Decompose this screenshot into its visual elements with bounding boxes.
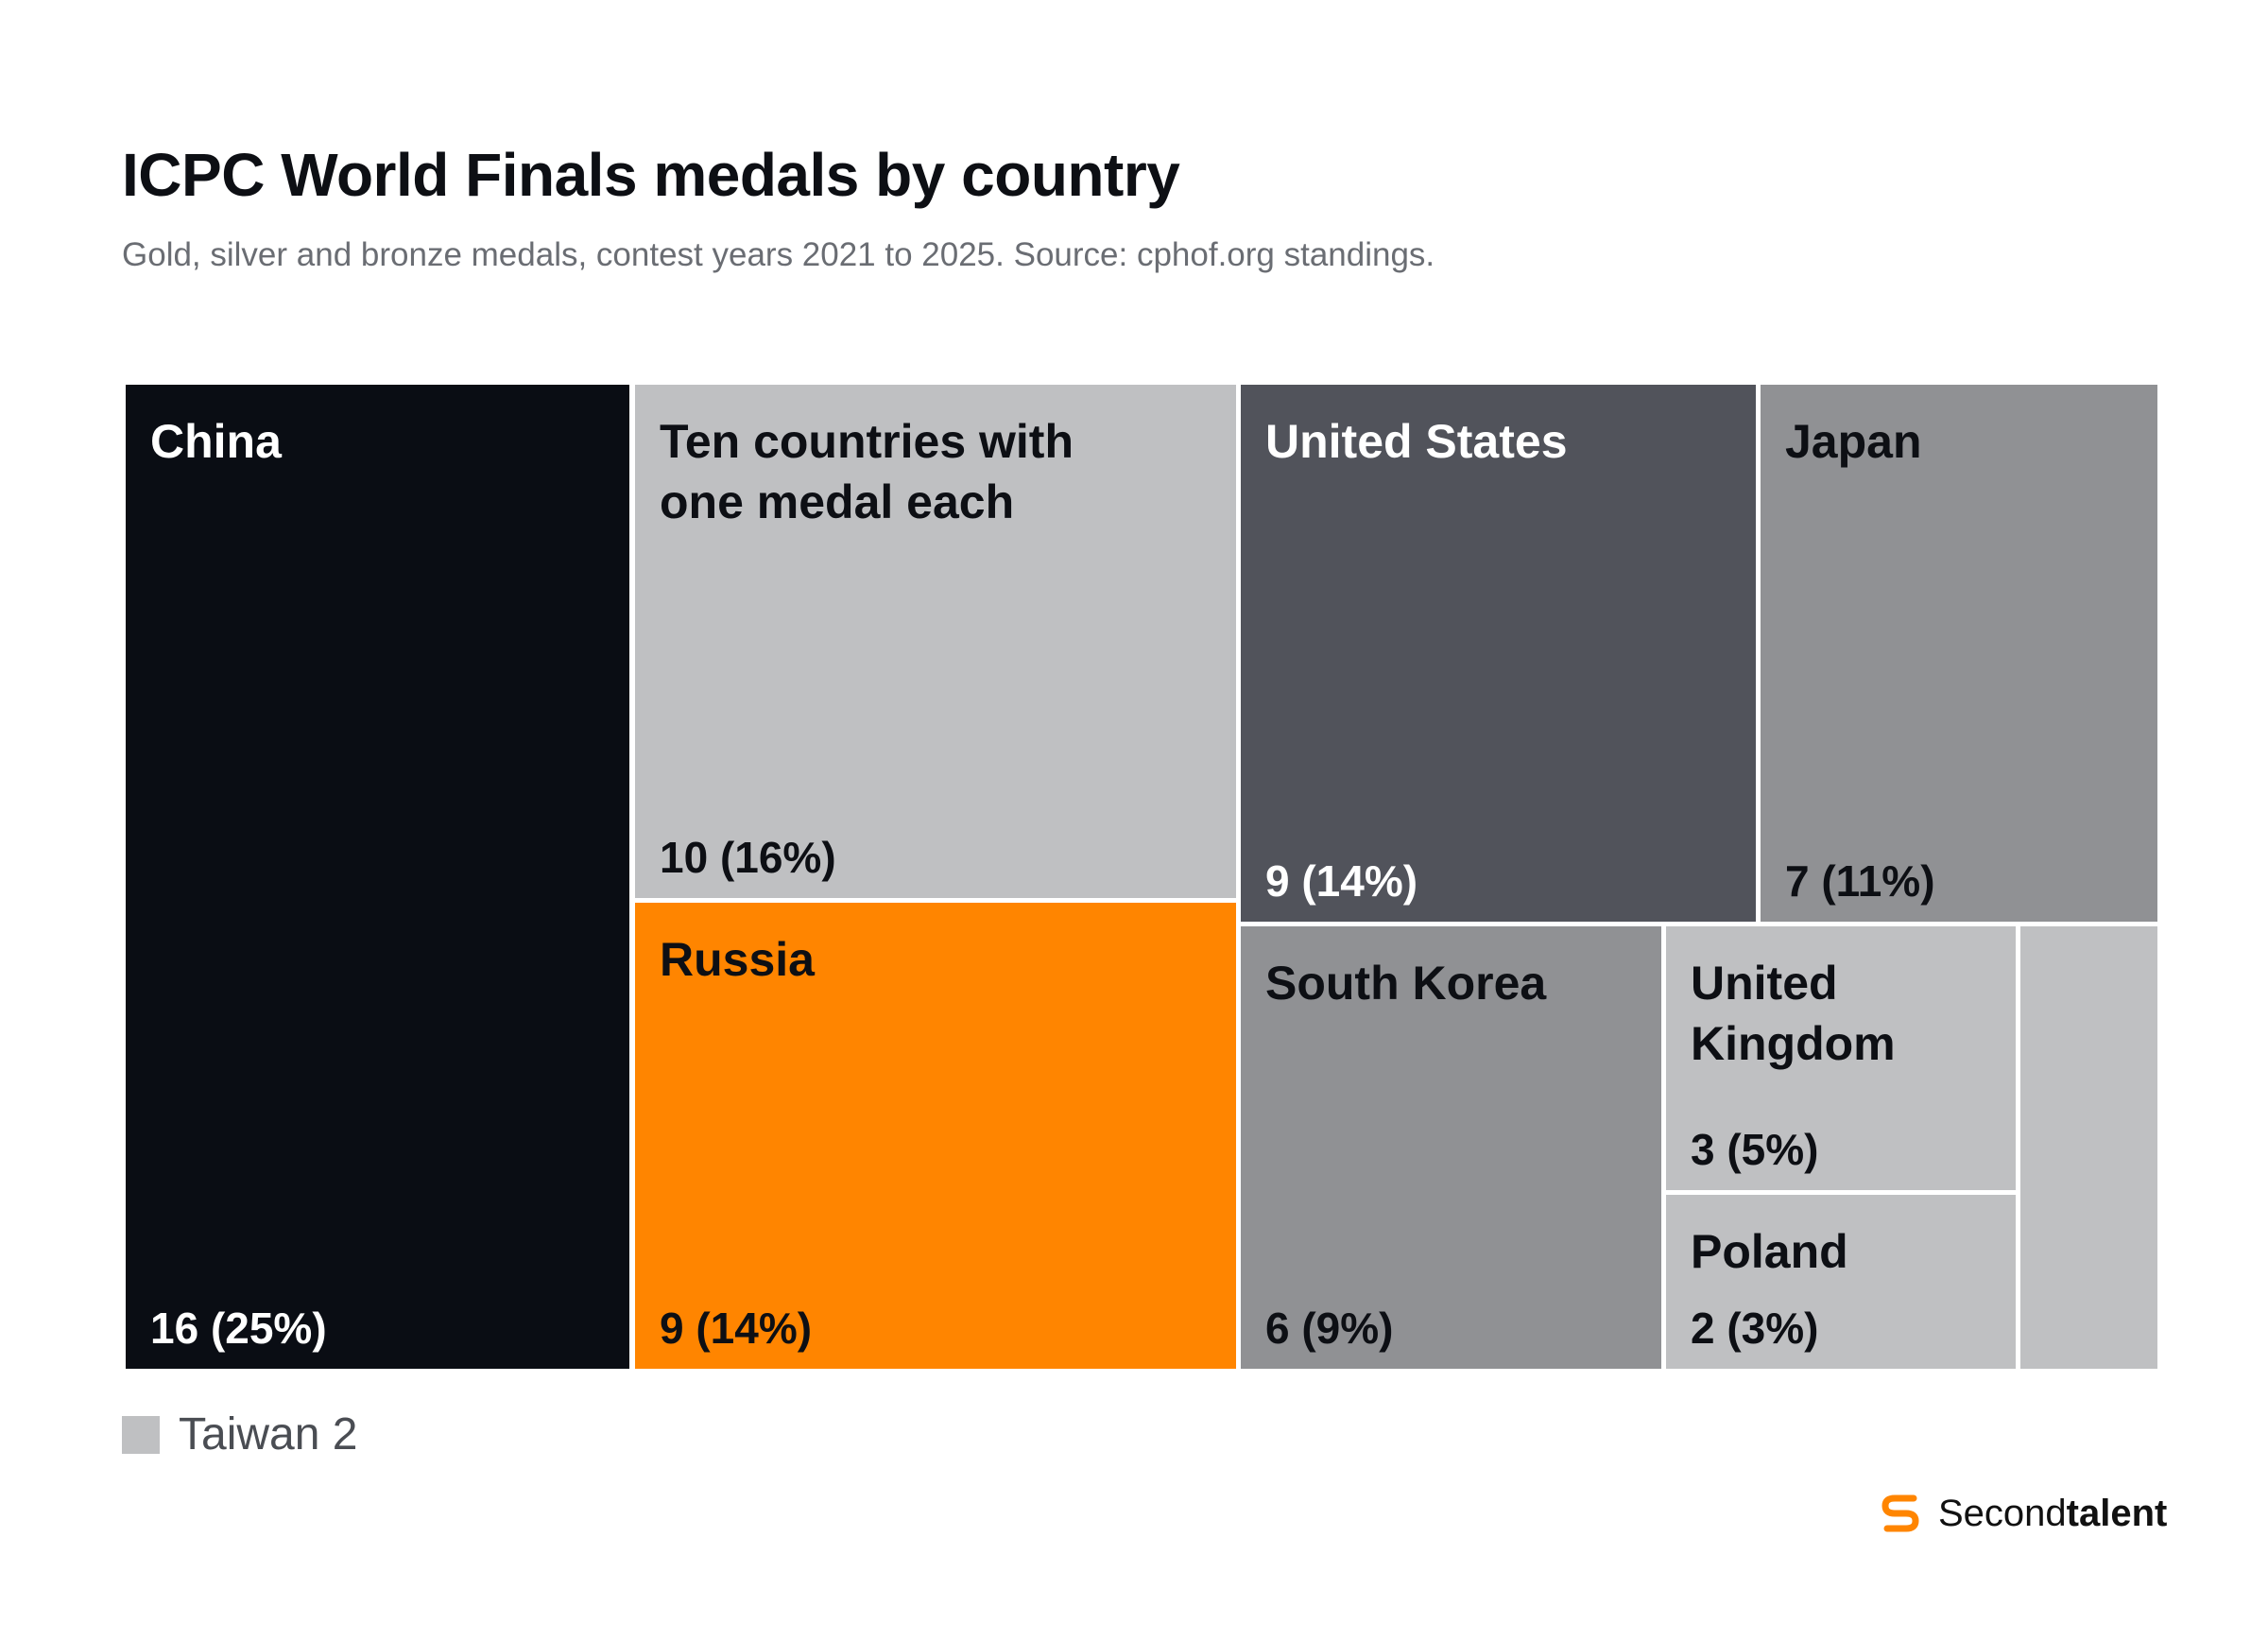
tile-value-label: 3 (5%) — [1691, 1125, 1819, 1174]
legend-label: Taiwan 2 — [179, 1409, 358, 1460]
tile-label: China — [150, 415, 282, 468]
tile-label: Russia — [660, 933, 815, 986]
treemap-tile: China 16 (25%) — [126, 385, 629, 1369]
tile-label: Japan — [1785, 415, 1922, 468]
tile-value-label: 9 (14%) — [660, 1304, 813, 1353]
legend: Taiwan 2 — [122, 1408, 357, 1460]
treemap-tile: Russia 9 (14%) — [635, 903, 1236, 1369]
tile-label: United Kingdom — [1691, 957, 1896, 1070]
tile-label: Ten countries with one medal each — [660, 415, 1074, 528]
tile-label: Poland — [1691, 1225, 1848, 1278]
treemap-tile: South Korea 6 (9%) — [1241, 926, 1661, 1369]
treemap-tile: United Kingdom 3 (5%) — [1666, 926, 2016, 1190]
tile-value-label: 7 (11%) — [1785, 856, 1935, 906]
tile-value-label: 6 (9%) — [1265, 1304, 1394, 1353]
tile-label: South Korea — [1265, 957, 1547, 1010]
tile-label: United States — [1265, 415, 1568, 468]
treemap-tile: Poland 2 (3%) — [1666, 1195, 2016, 1369]
secondtalent-logo-icon — [1881, 1494, 1919, 1532]
treemap-tile: Japan 7 (11%) — [1761, 385, 2157, 922]
chart-subtitle: Gold, silver and bronze medals, contest … — [122, 236, 1435, 273]
tile-value-label: 9 (14%) — [1265, 856, 1418, 906]
treemap-tile — [2020, 926, 2157, 1369]
tile-value-label: 10 (16%) — [660, 833, 836, 882]
legend-swatch — [122, 1415, 160, 1454]
treemap-tile: United States 9 (14%) — [1241, 385, 1756, 922]
tile-value-label: 16 (25%) — [150, 1304, 327, 1353]
brand-logo: Secondtalent — [1876, 1489, 2167, 1538]
brand-name: Secondtalent — [1938, 1492, 2168, 1534]
treemap-tile: Ten countries with one medal each 10 (16%… — [635, 385, 1236, 898]
chart-title: ICPC World Finals medals by country — [122, 141, 1180, 209]
tile-value-label: 2 (3%) — [1691, 1304, 1819, 1353]
